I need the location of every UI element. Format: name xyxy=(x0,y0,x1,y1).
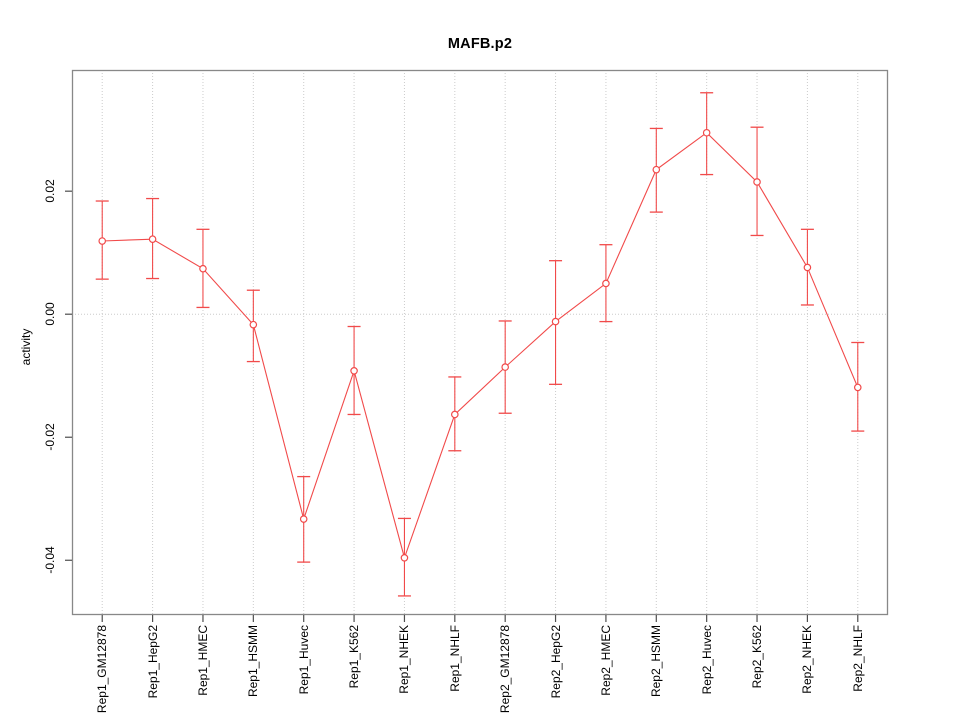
plot-group xyxy=(65,69,889,622)
data-point xyxy=(702,128,711,137)
data-point xyxy=(753,178,761,186)
x-tick-label: Rep2_HMEC xyxy=(598,625,613,696)
x-tick-label: Rep1_GM12878 xyxy=(95,625,110,714)
data-point xyxy=(299,515,308,523)
x-tick-label: Rep1_K562 xyxy=(347,625,362,689)
data-point xyxy=(98,237,107,245)
data-point xyxy=(350,366,358,375)
series-line xyxy=(102,132,859,560)
data-point xyxy=(551,317,560,326)
plot-box xyxy=(71,69,889,616)
data-point xyxy=(853,383,862,392)
x-tick-label: Rep2_Huvec xyxy=(699,625,714,695)
x-tick-label: Rep1_Huvec xyxy=(296,625,311,695)
data-point xyxy=(803,263,812,272)
chart-title: MAFB.p2 xyxy=(447,36,513,52)
data-point xyxy=(249,320,258,329)
data-point xyxy=(501,363,509,371)
x-tick-label: Rep2_HSMM xyxy=(649,625,664,698)
x-tick-label: Rep2_NHLF xyxy=(850,625,865,692)
x-tick-label: Rep1_HMEC xyxy=(195,625,210,696)
data-point xyxy=(451,410,459,419)
x-tick-label: Rep1_NHEK xyxy=(397,625,412,694)
x-tick-label: Rep2_NHEK xyxy=(800,625,815,694)
x-tick-label: Rep1_NHLF xyxy=(447,625,462,692)
x-tick-label: Rep1_HepG2 xyxy=(145,625,160,699)
y-tick-label: -0.02 xyxy=(43,423,57,451)
y-tick-label: -0.04 xyxy=(43,546,57,574)
data-point xyxy=(148,235,157,243)
data-point xyxy=(602,279,610,288)
x-tick-label: Rep2_HepG2 xyxy=(548,625,563,699)
x-tick-label: Rep2_GM12878 xyxy=(498,625,513,714)
data-point xyxy=(652,165,661,174)
data-point xyxy=(400,553,409,562)
data-point xyxy=(199,264,207,273)
x-tick-label: Rep2_K562 xyxy=(750,625,765,689)
x-tick-label: Rep1_HSMM xyxy=(246,625,261,698)
y-tick-label: 0.00 xyxy=(43,302,57,326)
y-tick-label: 0.02 xyxy=(43,179,57,203)
